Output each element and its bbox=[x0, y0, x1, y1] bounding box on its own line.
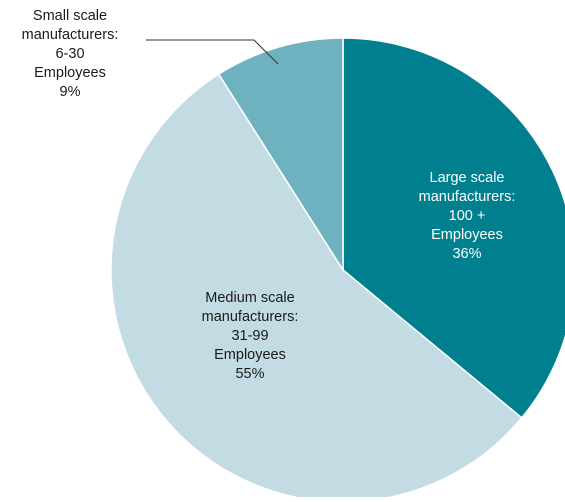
data-label-line: manufacturers: bbox=[419, 189, 516, 205]
leader-line-small-scale-manufacturers bbox=[146, 39, 279, 65]
data-label-small-scale-manufacturers: Small scale manufacturers: 6-30 Employees 9% bbox=[22, 8, 119, 100]
data-label-line: Medium scale bbox=[205, 290, 294, 306]
data-label-large-scale-manufacturers: Large scale manufacturers: 100 + Employees 3… bbox=[419, 170, 516, 262]
data-label-line: 36% bbox=[452, 246, 481, 262]
labels-layer: Large scale manufacturers: 100 + Employees 3… bbox=[22, 8, 516, 382]
slices-layer bbox=[110, 37, 565, 502]
data-label-line: Employees bbox=[34, 65, 106, 81]
data-label-line: Large scale bbox=[430, 170, 505, 186]
data-label-line: 55% bbox=[235, 366, 264, 382]
data-label-line: 9% bbox=[60, 84, 81, 100]
data-label-line: Employees bbox=[214, 347, 286, 363]
data-label-line: 31-99 bbox=[231, 328, 268, 344]
data-label-line: manufacturers: bbox=[202, 309, 299, 325]
data-label-line: 100 + bbox=[449, 208, 486, 224]
data-label-line: Employees bbox=[431, 227, 503, 243]
data-label-line: manufacturers: bbox=[22, 27, 119, 43]
leader-lines-layer bbox=[146, 39, 279, 65]
pie-slice-medium-scale-manufacturers bbox=[110, 73, 523, 502]
pie-slice-large-scale-manufacturers bbox=[342, 37, 565, 419]
pie-slice-small-scale-manufacturers bbox=[217, 37, 344, 273]
data-label-line: 6-30 bbox=[55, 46, 84, 62]
data-label-medium-scale-manufacturers: Medium scale manufacturers: 31-99 Employees… bbox=[202, 290, 299, 382]
data-label-line: Small scale bbox=[33, 8, 107, 24]
